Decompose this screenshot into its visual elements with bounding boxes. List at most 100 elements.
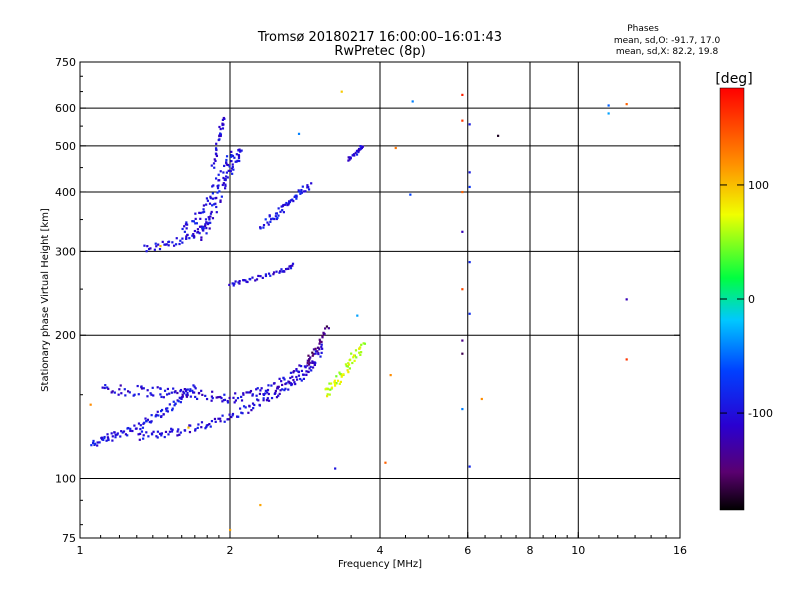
colorbar-unit-label: [deg] bbox=[715, 71, 752, 87]
echo-point bbox=[89, 403, 92, 406]
echo-point bbox=[211, 396, 214, 400]
colorbar-tick-label: 0 bbox=[748, 293, 755, 306]
echo-point bbox=[218, 135, 221, 138]
echo-point bbox=[104, 384, 107, 387]
echo-point bbox=[123, 388, 126, 391]
echo-point bbox=[143, 244, 146, 247]
echo-point bbox=[212, 184, 215, 187]
echo-point bbox=[231, 414, 234, 417]
echo-point bbox=[254, 279, 257, 282]
echo-point bbox=[359, 346, 362, 349]
echo-point bbox=[107, 387, 110, 390]
echo-point bbox=[242, 393, 245, 396]
echo-point bbox=[317, 352, 320, 356]
echo-point bbox=[194, 222, 197, 225]
echo-point bbox=[238, 159, 241, 163]
echo-point bbox=[155, 414, 158, 417]
echo-point bbox=[297, 374, 301, 377]
echo-point bbox=[291, 264, 294, 267]
echo-point bbox=[347, 371, 350, 374]
echo-point bbox=[282, 203, 285, 207]
echo-point bbox=[280, 205, 283, 208]
echo-point bbox=[181, 237, 184, 240]
echo-point bbox=[282, 270, 285, 273]
echo-point bbox=[297, 370, 301, 374]
echo-point bbox=[114, 433, 117, 437]
echo-point bbox=[262, 393, 265, 396]
echo-point bbox=[155, 245, 158, 248]
echo-point bbox=[287, 388, 290, 391]
echo-point bbox=[216, 187, 220, 190]
echo-point bbox=[144, 417, 147, 420]
echo-point bbox=[461, 288, 464, 291]
echo-point bbox=[345, 364, 348, 368]
echo-point bbox=[276, 216, 279, 219]
echo-point bbox=[222, 171, 225, 174]
echo-point bbox=[210, 399, 213, 402]
echo-point bbox=[282, 211, 285, 214]
echo-point bbox=[269, 274, 272, 277]
echo-point bbox=[251, 393, 254, 396]
echo-point bbox=[277, 207, 280, 210]
echo-point bbox=[322, 331, 325, 334]
echo-point bbox=[105, 439, 108, 442]
echo-point bbox=[281, 388, 284, 391]
echo-point bbox=[299, 377, 302, 381]
echo-point bbox=[220, 195, 223, 198]
echo-point bbox=[145, 250, 148, 253]
phases-x-stats: mean, sd,X: 82.2, 19.8 bbox=[616, 47, 719, 57]
phases-o-stats: mean, sd,O: -91.7, 17.0 bbox=[614, 36, 721, 46]
echo-point bbox=[188, 430, 192, 434]
echo-point bbox=[221, 118, 225, 122]
echo-point bbox=[272, 273, 275, 276]
echo-point bbox=[363, 342, 367, 345]
echo-point bbox=[238, 279, 241, 283]
x-tick-label: 1 bbox=[77, 544, 84, 557]
echo-point bbox=[310, 369, 313, 372]
echo-point bbox=[409, 193, 412, 196]
echo-point bbox=[128, 391, 131, 394]
echo-point bbox=[232, 168, 235, 171]
echo-point bbox=[284, 387, 287, 390]
echo-point bbox=[234, 399, 237, 402]
echo-point bbox=[281, 383, 284, 387]
echo-point bbox=[230, 167, 234, 170]
echo-point bbox=[350, 352, 353, 355]
echo-point bbox=[166, 410, 169, 413]
echo-point bbox=[209, 212, 213, 215]
echo-point bbox=[107, 437, 110, 440]
echo-point bbox=[270, 384, 273, 387]
echo-point bbox=[122, 430, 126, 433]
y-axis-label: Stationary phase Virtual Height [km] bbox=[40, 208, 51, 392]
echo-point bbox=[362, 342, 365, 345]
echo-point bbox=[178, 433, 181, 436]
echo-point bbox=[219, 132, 222, 135]
echo-point bbox=[200, 225, 203, 228]
echo-point bbox=[320, 345, 323, 348]
echo-point bbox=[289, 199, 293, 202]
echo-point bbox=[237, 156, 241, 160]
echo-point bbox=[172, 244, 176, 247]
echo-point bbox=[240, 395, 243, 399]
echo-point bbox=[358, 148, 361, 152]
echo-point bbox=[354, 151, 357, 154]
echo-point bbox=[223, 393, 226, 396]
echo-point bbox=[204, 394, 207, 397]
echo-point bbox=[261, 276, 264, 279]
echo-point bbox=[225, 161, 228, 164]
echo-point bbox=[275, 270, 278, 273]
echo-point bbox=[158, 247, 162, 251]
echo-point bbox=[211, 197, 214, 200]
echo-point bbox=[199, 217, 202, 220]
echo-point bbox=[170, 430, 174, 433]
x-tick-label: 2 bbox=[227, 544, 234, 557]
echo-point bbox=[175, 237, 178, 240]
echo-point bbox=[205, 221, 208, 224]
y-tick-label: 100 bbox=[55, 473, 76, 486]
echo-point bbox=[344, 363, 348, 366]
echo-point bbox=[240, 411, 243, 414]
echo-point bbox=[183, 429, 187, 432]
echo-point bbox=[185, 227, 188, 230]
echo-point bbox=[267, 272, 271, 275]
echo-point bbox=[174, 243, 178, 246]
